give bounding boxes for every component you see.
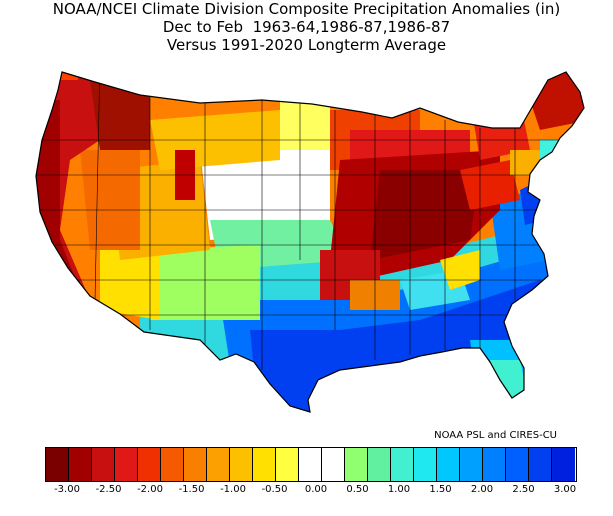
color-scale-swatch [322, 448, 345, 481]
color-scale-tick-label: -1.00 [220, 484, 246, 495]
color-scale-swatch [460, 448, 483, 481]
color-scale-swatch [437, 448, 460, 481]
color-scale-tick-label: 2.00 [470, 484, 494, 495]
color-scale-tick-label: -2.50 [95, 484, 122, 495]
color-scale-swatch [345, 448, 368, 481]
color-scale-swatch [506, 448, 529, 481]
color-scale-swatch [207, 448, 230, 481]
color-scale-tick-label: -1.50 [178, 484, 205, 495]
map-title: NOAA/NCEI Climate Division Composite Pre… [0, 0, 613, 54]
color-scale-tick-label: 3.00 [553, 484, 577, 495]
color-scale-tick-label: 2.50 [512, 484, 535, 495]
color-scale-labels: -3.00 -2.50 -2.00 -1.50 -1.00 -0.50 0.00 0.50 1.… [0, 484, 613, 498]
color-scale-tick-label: -2.00 [137, 484, 163, 495]
color-scale-swatch [299, 448, 322, 481]
color-scale-swatch [69, 448, 92, 481]
color-scale-swatch [368, 448, 391, 481]
color-scale-swatch [161, 448, 184, 481]
color-scale-swatch [276, 448, 299, 481]
color-scale-tick-label: -0.50 [261, 484, 288, 495]
color-scale-swatch [92, 448, 115, 481]
color-scale-tick-label: 0.50 [346, 484, 369, 495]
color-scale-swatch [46, 448, 69, 481]
color-scale-tick-label: 1.00 [387, 484, 411, 495]
color-scale-swatch [138, 448, 161, 481]
color-scale-swatch [115, 448, 138, 481]
color-scale-swatch [483, 448, 506, 481]
title-line-3: Versus 1991-2020 Longterm Average [166, 36, 447, 54]
us-precipitation-map [35, 71, 585, 413]
credit-label: NOAA PSL and CIRES-CU [434, 430, 557, 441]
color-scale-swatch [230, 448, 253, 481]
us-outline [35, 71, 585, 413]
color-scale-swatch [391, 448, 414, 481]
state-borders [36, 72, 584, 370]
color-scale-swatch [529, 448, 552, 481]
color-scale-tick-label: 0.00 [304, 484, 328, 495]
title-line-1: NOAA/NCEI Climate Division Composite Pre… [52, 0, 561, 18]
color-scale-bar [45, 447, 577, 482]
color-scale-tick-label: -3.00 [54, 484, 80, 495]
color-scale-swatch [184, 448, 207, 481]
color-scale-swatch [414, 448, 437, 481]
color-scale-tick-label: 1.50 [429, 484, 452, 495]
color-scale-swatch [552, 448, 575, 481]
color-scale-swatch [253, 448, 276, 481]
title-line-2: Dec to Feb 1963-64,1986-87,1986-87 [162, 18, 451, 36]
